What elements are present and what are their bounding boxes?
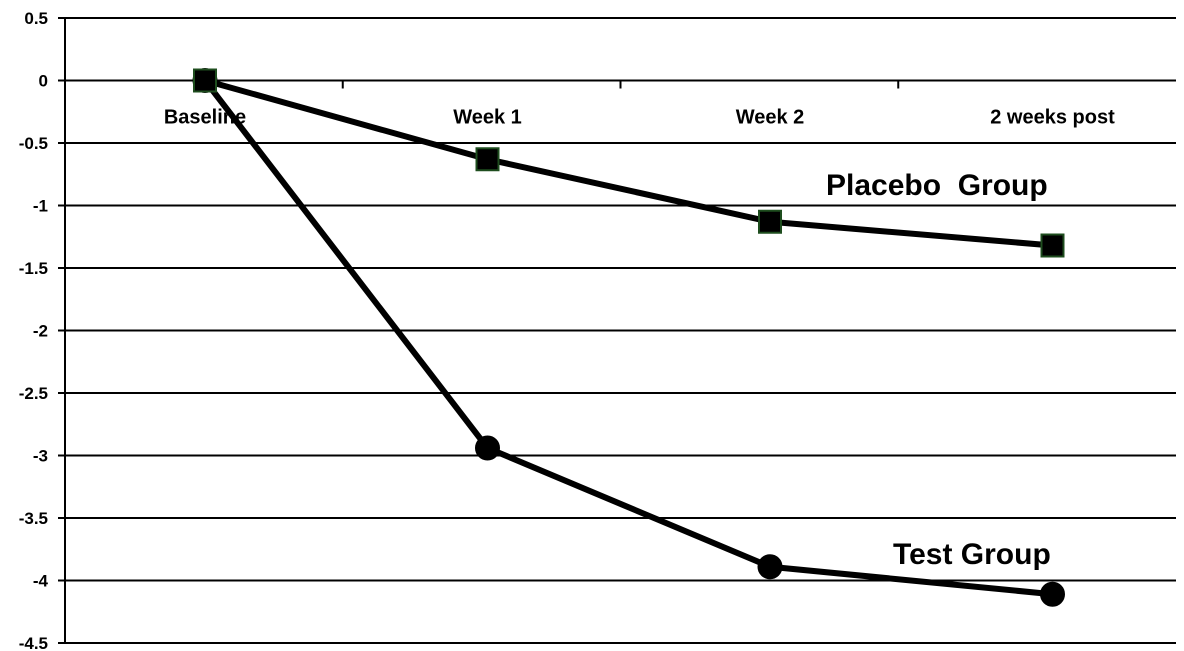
data-point-circle [757, 554, 783, 580]
x-category-label: Week 2 [736, 107, 805, 129]
data-point-square [758, 209, 782, 234]
series-markers [192, 68, 1065, 607]
data-point-square [1040, 233, 1065, 258]
y-tick-label: -4.5 [19, 634, 48, 651]
y-tick-label: -1 [33, 197, 48, 216]
y-tick-label: -4 [33, 572, 49, 591]
y-tick-label: -1.5 [19, 259, 48, 278]
x-category-label: 2 weeks post [990, 107, 1115, 129]
y-axis-tick-labels: 0.5 0 -0.5 -1 -1.5 -2 -2.5 -3 -3.5 -4 -4.5 [19, 9, 65, 651]
y-tick-label: -2 [33, 322, 48, 341]
data-point-square [193, 68, 217, 93]
data-point-circle [475, 435, 500, 461]
series-line [202, 78, 1053, 598]
series-lines [202, 77, 1053, 598]
y-tick-label: -2.5 [19, 384, 48, 403]
y-tick-label: -0.5 [19, 134, 48, 153]
data-point-circle [1040, 581, 1065, 607]
y-tick-label: -3.5 [19, 509, 48, 528]
y-tick-label: -3 [33, 447, 48, 466]
series-label-placebo: Placebo Group [826, 169, 1048, 202]
x-category-label: Week 1 [453, 107, 522, 129]
y-tick-label: 0.5 [24, 9, 48, 28]
series-labels: Placebo Group Test Group [826, 169, 1051, 571]
series-line [204, 77, 1053, 249]
y-tick-label: 0 [39, 72, 48, 91]
series-label-test: Test Group [893, 538, 1051, 571]
data-point-square [475, 147, 500, 172]
axes [64, 18, 900, 643]
